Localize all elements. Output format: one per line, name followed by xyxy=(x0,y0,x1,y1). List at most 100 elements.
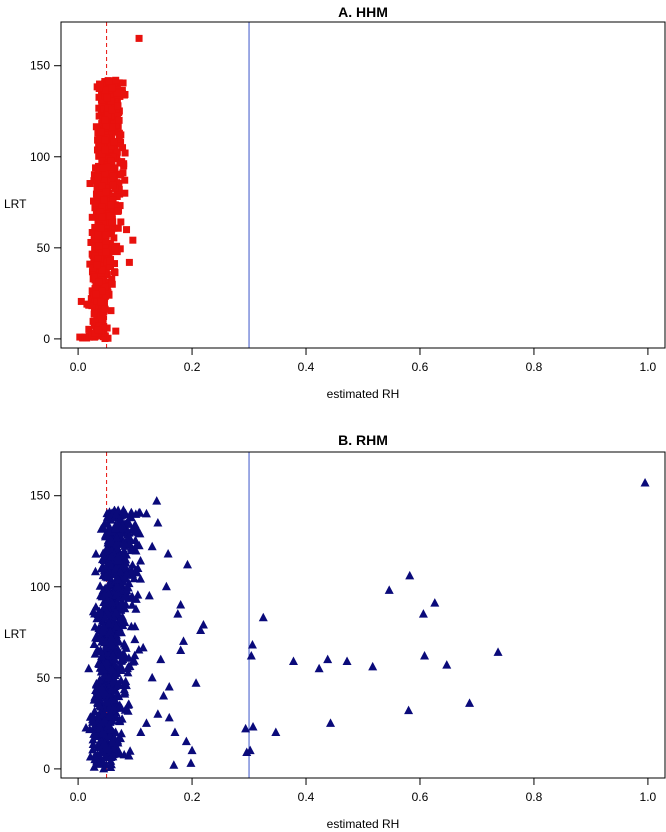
x-tick-label: 0.6 xyxy=(412,360,429,374)
data-point xyxy=(96,135,104,143)
data-point xyxy=(105,89,113,97)
data-point xyxy=(91,549,101,558)
data-point xyxy=(129,656,139,665)
data-point xyxy=(101,305,109,313)
data-point xyxy=(442,660,452,669)
data-point xyxy=(119,90,127,98)
data-point xyxy=(98,96,106,104)
data-point xyxy=(91,329,99,337)
data-point xyxy=(104,672,114,682)
x-tick-label: 0.6 xyxy=(412,790,429,804)
data-point xyxy=(89,264,97,272)
data-point xyxy=(108,84,116,92)
data-point xyxy=(115,648,125,657)
data-point xyxy=(117,612,127,621)
panel-b-title: B. RHM xyxy=(338,432,388,448)
data-point xyxy=(111,563,121,572)
data-point xyxy=(135,34,143,42)
data-point xyxy=(105,724,115,734)
data-point xyxy=(136,556,146,565)
data-point xyxy=(109,196,117,204)
data-point xyxy=(98,522,108,532)
data-point xyxy=(107,97,115,105)
data-point xyxy=(85,752,95,761)
data-point xyxy=(89,639,99,649)
data-point xyxy=(121,189,129,197)
x-tick-label: 0.8 xyxy=(526,790,543,804)
data-point xyxy=(108,226,116,234)
data-point xyxy=(123,226,131,234)
data-point xyxy=(77,297,85,305)
data-point xyxy=(173,609,183,618)
data-point xyxy=(113,574,123,584)
data-point xyxy=(198,620,208,629)
data-point xyxy=(98,231,106,239)
data-point xyxy=(96,563,106,573)
data-point xyxy=(133,590,143,599)
data-point xyxy=(118,505,128,514)
data-point xyxy=(384,585,394,594)
data-point xyxy=(187,745,197,755)
panel-b-xlabel: estimated RH xyxy=(327,817,400,831)
data-point xyxy=(115,116,123,124)
data-point xyxy=(114,207,122,215)
data-point xyxy=(124,653,134,662)
data-point xyxy=(153,709,163,718)
data-point xyxy=(107,230,115,238)
x-tick-label: 0.2 xyxy=(184,790,201,804)
data-point xyxy=(108,102,116,110)
data-point xyxy=(90,177,98,185)
data-point xyxy=(98,747,108,756)
y-tick-label: 150 xyxy=(30,489,50,503)
data-point xyxy=(94,129,102,137)
data-point xyxy=(258,612,268,622)
data-point xyxy=(114,203,122,211)
data-point xyxy=(245,745,255,755)
data-point xyxy=(191,678,201,687)
data-point xyxy=(246,650,256,660)
panel-b-plot-frame xyxy=(60,451,666,779)
data-point xyxy=(85,724,95,734)
data-point xyxy=(119,749,129,759)
data-point xyxy=(88,739,98,749)
data-point xyxy=(88,302,96,310)
data-point xyxy=(111,607,121,616)
data-point xyxy=(117,520,127,530)
panel-a-ylabel: LRT xyxy=(4,197,27,211)
data-point xyxy=(271,727,281,736)
data-point xyxy=(99,218,107,226)
data-point xyxy=(98,709,108,718)
data-point xyxy=(121,676,131,686)
data-point xyxy=(105,262,113,270)
data-point xyxy=(130,650,140,660)
x-tick-label: 0.8 xyxy=(526,360,543,374)
data-point xyxy=(112,581,122,590)
data-point xyxy=(147,672,157,682)
data-point xyxy=(111,621,121,631)
data-point xyxy=(96,718,106,727)
data-point xyxy=(88,734,98,744)
data-point xyxy=(161,581,171,591)
data-point xyxy=(110,524,120,533)
x-tick-label: 0.0 xyxy=(70,360,87,374)
data-point xyxy=(115,625,125,635)
panel-a-title: A. HHM xyxy=(338,4,388,20)
data-point xyxy=(91,318,99,326)
data-point xyxy=(170,727,180,736)
data-point xyxy=(113,193,121,201)
data-point xyxy=(87,238,95,246)
data-point xyxy=(130,634,140,644)
data-point xyxy=(97,224,105,232)
data-point xyxy=(111,244,119,252)
data-point xyxy=(136,727,146,736)
data-point xyxy=(113,89,121,97)
data-point xyxy=(100,196,108,204)
data-point xyxy=(104,126,112,134)
data-point xyxy=(102,696,112,705)
data-point xyxy=(121,643,131,652)
data-point xyxy=(109,192,117,200)
data-point xyxy=(98,150,106,158)
data-point xyxy=(116,599,126,609)
data-point xyxy=(404,705,414,715)
data-point xyxy=(108,106,116,114)
